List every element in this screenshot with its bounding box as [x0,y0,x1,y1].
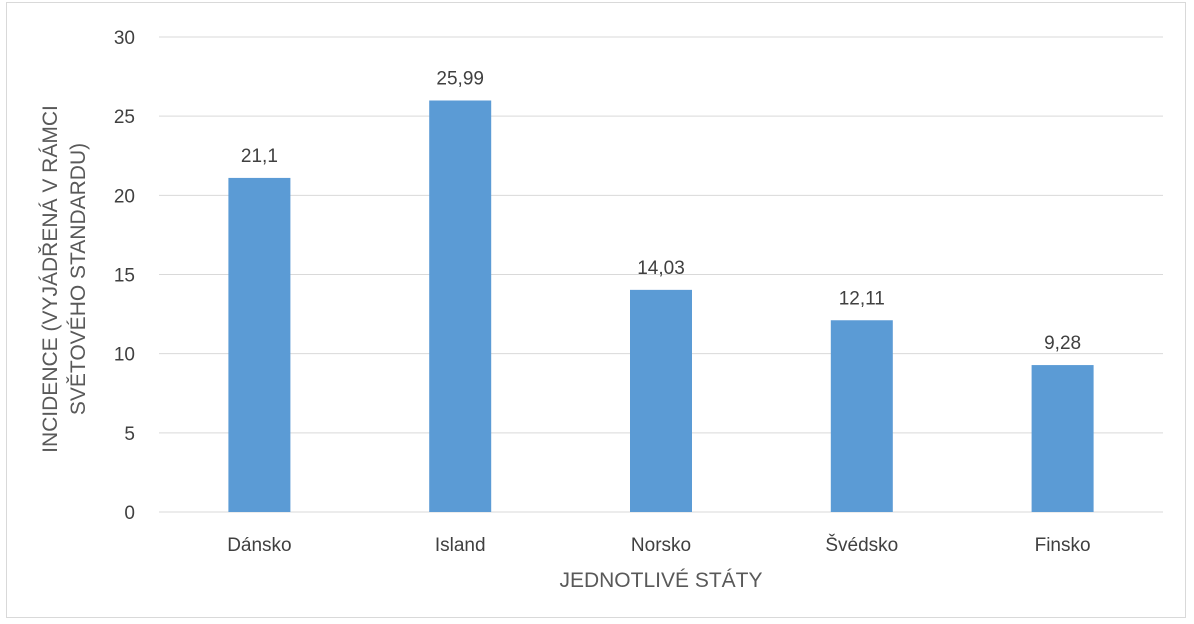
data-label: 21,1 [241,146,278,167]
category-label: Finsko [1035,535,1091,556]
category-label: Island [435,535,486,556]
data-labels: 21,1 25,99 14,03 12,11 9,28 [241,68,1081,354]
y-tick-label: 25 [114,107,135,128]
bars [228,100,1094,512]
y-axis-title-line-2: SVĚTOVÉHO STANDARDU) [67,143,90,415]
bar-Island [429,100,492,512]
category-label: Norsko [631,535,691,556]
y-tick-label: 15 [114,266,135,287]
y-axis-ticks: 0 5 10 15 20 25 30 [114,28,135,524]
y-tick-label: 5 [124,424,135,445]
y-axis-title: INCIDENCE (VYJÁDŘENÁ V RÁMCI SVĚTOVÉHO S… [39,105,90,453]
y-tick-label: 10 [114,345,135,366]
y-tick-label: 30 [114,28,135,49]
category-labels: Dánsko Island Norsko Švédsko Finsko [227,534,1090,556]
y-tick-label: 0 [124,503,135,524]
bar-Norsko [630,289,692,512]
data-label: 9,28 [1044,333,1081,354]
bar-Dánsko [228,177,291,512]
data-label: 25,99 [436,68,484,89]
category-label: Švédsko [825,534,898,556]
bar-chart: 0 5 10 15 20 25 30 21,1 25,99 14,03 12,11 9,28 Dán… [39,28,1163,592]
x-axis-title: JEDNOTLIVÉ STÁTY [559,569,762,592]
data-label: 14,03 [637,258,685,279]
bar-Finsko [1031,365,1094,512]
y-axis-title-line-1: INCIDENCE (VYJÁDŘENÁ V RÁMCI [39,105,62,453]
y-tick-label: 20 [114,186,135,207]
data-label: 12,11 [839,288,885,309]
bar-Švédsko [830,320,893,512]
chart-frame: 0 5 10 15 20 25 30 21,1 25,99 14,03 12,11 9,28 Dán… [6,2,1186,618]
category-label: Dánsko [227,535,291,556]
